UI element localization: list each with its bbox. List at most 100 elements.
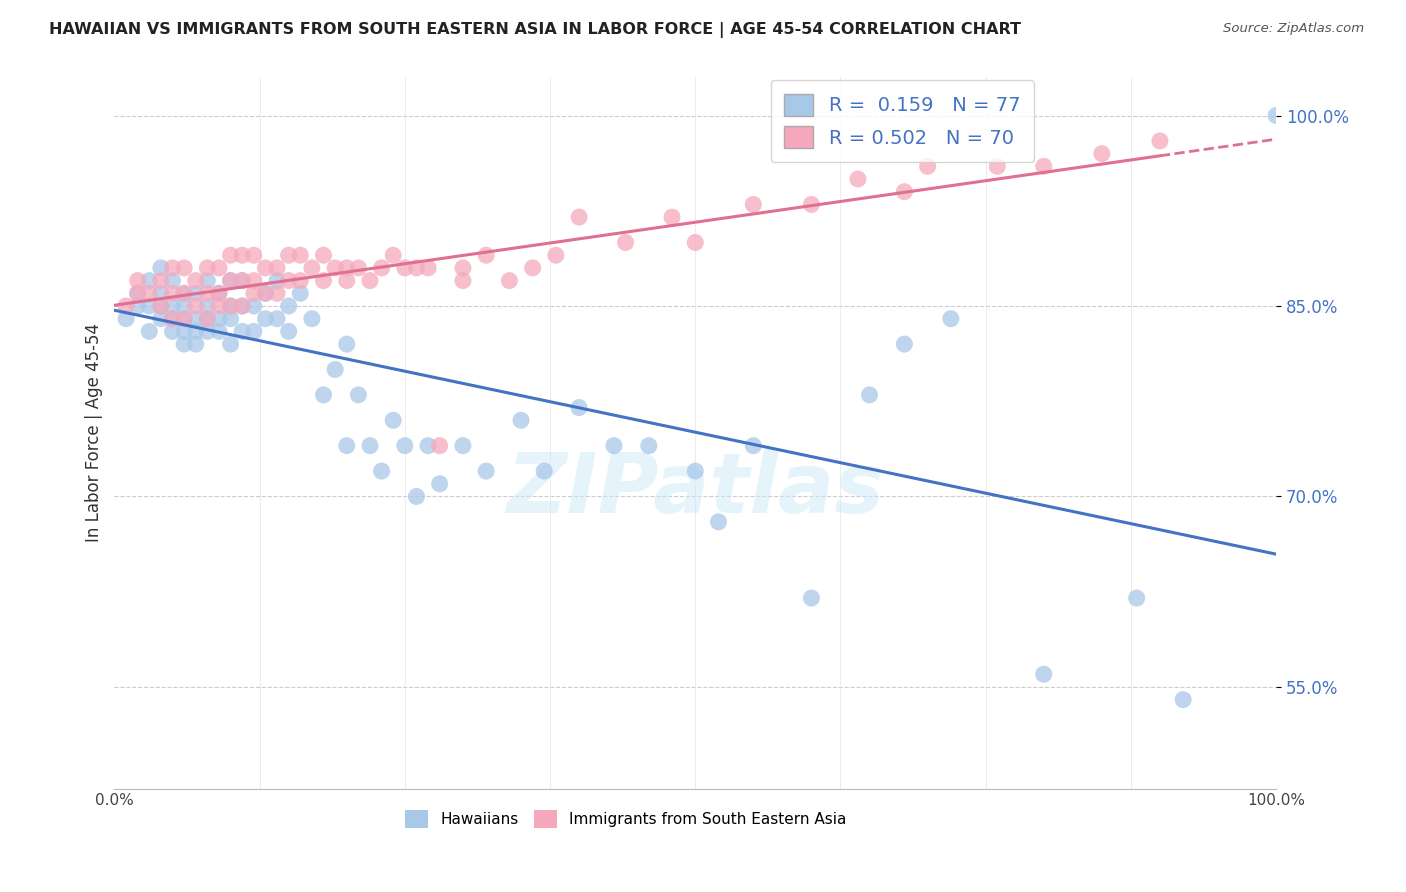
Point xyxy=(173,286,195,301)
Point xyxy=(138,299,160,313)
Text: Source: ZipAtlas.com: Source: ZipAtlas.com xyxy=(1223,22,1364,36)
Point xyxy=(266,311,288,326)
Point xyxy=(1149,134,1171,148)
Point xyxy=(939,311,962,326)
Point xyxy=(359,439,381,453)
Point xyxy=(149,286,172,301)
Point xyxy=(382,413,405,427)
Point xyxy=(195,260,218,275)
Point xyxy=(301,311,323,326)
Point xyxy=(917,159,939,173)
Point xyxy=(683,464,706,478)
Point xyxy=(162,299,184,313)
Point xyxy=(522,260,544,275)
Point xyxy=(312,388,335,402)
Point xyxy=(336,260,359,275)
Point xyxy=(127,286,149,301)
Point xyxy=(243,248,266,262)
Point xyxy=(451,274,474,288)
Point xyxy=(1173,692,1195,706)
Point xyxy=(219,299,242,313)
Point xyxy=(394,439,416,453)
Point xyxy=(231,325,253,339)
Point xyxy=(208,286,231,301)
Point xyxy=(208,299,231,313)
Point xyxy=(1091,146,1114,161)
Point xyxy=(254,286,277,301)
Point xyxy=(149,299,172,313)
Point xyxy=(1265,109,1288,123)
Point xyxy=(498,274,520,288)
Point xyxy=(475,464,498,478)
Point xyxy=(568,210,591,224)
Point xyxy=(127,286,149,301)
Point xyxy=(149,299,172,313)
Point xyxy=(195,299,218,313)
Text: HAWAIIAN VS IMMIGRANTS FROM SOUTH EASTERN ASIA IN LABOR FORCE | AGE 45-54 CORREL: HAWAIIAN VS IMMIGRANTS FROM SOUTH EASTER… xyxy=(49,22,1021,38)
Point xyxy=(219,337,242,351)
Point xyxy=(405,490,427,504)
Y-axis label: In Labor Force | Age 45-54: In Labor Force | Age 45-54 xyxy=(86,324,103,542)
Point xyxy=(277,325,299,339)
Point xyxy=(184,311,207,326)
Point xyxy=(568,401,591,415)
Point xyxy=(277,299,299,313)
Point xyxy=(115,311,138,326)
Point xyxy=(290,274,312,288)
Point xyxy=(243,286,266,301)
Point xyxy=(231,274,253,288)
Point xyxy=(219,274,242,288)
Point xyxy=(394,260,416,275)
Point xyxy=(243,274,266,288)
Point xyxy=(1125,591,1147,605)
Point xyxy=(370,464,392,478)
Point xyxy=(162,325,184,339)
Point xyxy=(231,299,253,313)
Point xyxy=(429,439,451,453)
Point xyxy=(742,197,765,211)
Point xyxy=(173,260,195,275)
Point xyxy=(382,248,405,262)
Point xyxy=(162,260,184,275)
Point xyxy=(231,274,253,288)
Point xyxy=(800,591,823,605)
Point xyxy=(149,260,172,275)
Point xyxy=(173,311,195,326)
Point xyxy=(115,299,138,313)
Point xyxy=(138,286,160,301)
Point xyxy=(195,286,218,301)
Point xyxy=(312,248,335,262)
Point xyxy=(149,311,172,326)
Point xyxy=(347,260,370,275)
Point xyxy=(312,274,335,288)
Point xyxy=(231,299,253,313)
Point xyxy=(846,172,869,186)
Point xyxy=(416,439,439,453)
Point xyxy=(138,325,160,339)
Point xyxy=(405,260,427,275)
Point xyxy=(336,439,359,453)
Point xyxy=(323,362,346,376)
Point xyxy=(184,299,207,313)
Point xyxy=(162,274,184,288)
Legend: Hawaiians, Immigrants from South Eastern Asia: Hawaiians, Immigrants from South Eastern… xyxy=(399,805,852,834)
Point xyxy=(336,337,359,351)
Point xyxy=(138,274,160,288)
Point xyxy=(254,311,277,326)
Point xyxy=(219,299,242,313)
Point xyxy=(127,299,149,313)
Point xyxy=(195,311,218,326)
Point xyxy=(893,337,915,351)
Point xyxy=(254,260,277,275)
Point xyxy=(637,439,659,453)
Point xyxy=(208,311,231,326)
Point xyxy=(231,248,253,262)
Point xyxy=(184,337,207,351)
Point xyxy=(277,248,299,262)
Point xyxy=(683,235,706,250)
Point xyxy=(173,311,195,326)
Point xyxy=(162,286,184,301)
Point xyxy=(370,260,392,275)
Point xyxy=(416,260,439,275)
Point xyxy=(127,274,149,288)
